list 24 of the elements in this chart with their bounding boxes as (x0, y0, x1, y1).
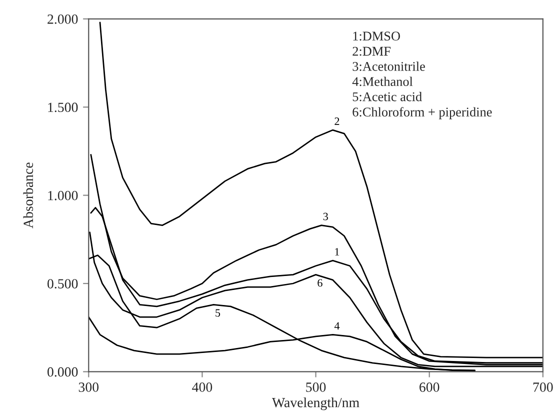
y-tick-label: 1.500 (48, 102, 78, 112)
y-tick-label: 0.000 (48, 367, 78, 377)
y-tick-label: 2.000 (48, 14, 78, 24)
annotation: 1:DMSO (353, 32, 400, 41)
annotation: 4:Methanol (352, 76, 413, 86)
x-tick-label: 600 (420, 382, 440, 392)
annotation: 3:Acetonitrile (352, 62, 425, 71)
series-label: 6 (318, 279, 322, 287)
x-tick-label: 700 (533, 382, 553, 392)
series-label: 2 (334, 118, 340, 125)
y-axis-title: Absorbance (23, 162, 34, 228)
y-tick-label: 1.000 (48, 190, 78, 200)
x-tick-label: 400 (192, 382, 212, 392)
series-label: 3 (323, 212, 328, 220)
x-axis-title: Wavelength/nm (272, 397, 360, 410)
annotation: 6:Chloroform + piperidine (352, 107, 492, 120)
series-label: 1 (335, 248, 340, 256)
series-label: 5 (216, 309, 220, 317)
x-tick-label: 500 (306, 382, 326, 392)
x-tick-label: 300 (78, 382, 99, 392)
annotation: 2:DMF (352, 46, 391, 56)
series-label: 4 (334, 322, 340, 330)
y-tick-label: 0.500 (48, 279, 78, 289)
annotation: 5:Acetic acid (352, 92, 422, 102)
